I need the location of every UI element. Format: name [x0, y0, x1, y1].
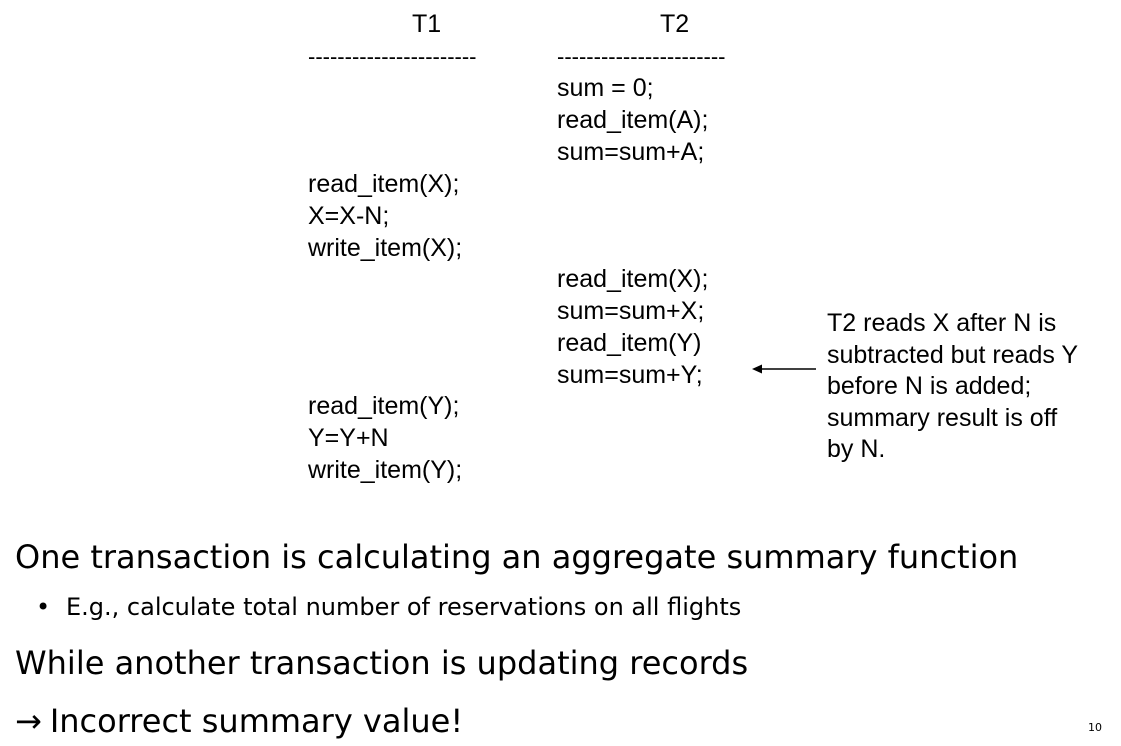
code-line: X=X-N; [308, 202, 390, 230]
annotation-note: T2 reads X after N is subtracted but rea… [827, 308, 1078, 466]
sub-bullet: • E.g., calculate total number of reserva… [36, 593, 741, 621]
code-line: write_item(Y); [308, 456, 463, 484]
code-line: write_item(X); [308, 234, 463, 262]
heading-aggregate: One transaction is calculating an aggreg… [15, 538, 1019, 576]
code-line: sum=sum+Y; [557, 361, 703, 389]
code-line: read_item(Y) [557, 329, 702, 357]
bullet-icon: • [36, 593, 51, 621]
note-line: by N. [827, 435, 886, 463]
note-line: summary result is off [827, 403, 1058, 432]
note-line: T2 reads X after N is [827, 309, 1057, 337]
left-arrow-icon [752, 364, 816, 374]
note-line: subtracted but reads Y [827, 340, 1079, 369]
code-line: read_item(A); [557, 106, 709, 134]
t2-block-2: read_item(X); sum=sum+X; read_item(Y) su… [557, 263, 708, 391]
t1-block-2: read_item(Y); Y=Y+N write_item(Y); [308, 390, 462, 486]
heading-incorrect-text: Incorrect summary value! [49, 702, 464, 740]
code-line: read_item(X); [308, 170, 460, 198]
code-line: read_item(X); [557, 265, 709, 293]
heading-updating: While another transaction is updating re… [15, 644, 749, 682]
t1-separator: ----------------------- [308, 44, 477, 69]
t1-block-1: read_item(X); X=X-N; write_item(X); [308, 168, 462, 264]
t2-separator: ----------------------- [557, 44, 726, 69]
note-line: before N is added; [827, 372, 1032, 400]
right-arrow-icon: → [15, 702, 42, 740]
sub-bullet-text: E.g., calculate total number of reservat… [66, 593, 742, 621]
t1-header: T1 [412, 10, 442, 38]
t2-block-1: sum = 0; read_item(A); sum=sum+A; [557, 72, 708, 168]
code-line: sum = 0; [557, 74, 654, 102]
code-line: sum=sum+X; [557, 297, 705, 325]
heading-incorrect: → Incorrect summary value! [15, 702, 463, 740]
code-line: read_item(Y); [308, 392, 460, 420]
code-line: Y=Y+N [308, 424, 389, 452]
code-line: sum=sum+A; [557, 138, 705, 166]
page-number: 10 [1088, 721, 1102, 734]
t2-header: T2 [660, 10, 690, 38]
